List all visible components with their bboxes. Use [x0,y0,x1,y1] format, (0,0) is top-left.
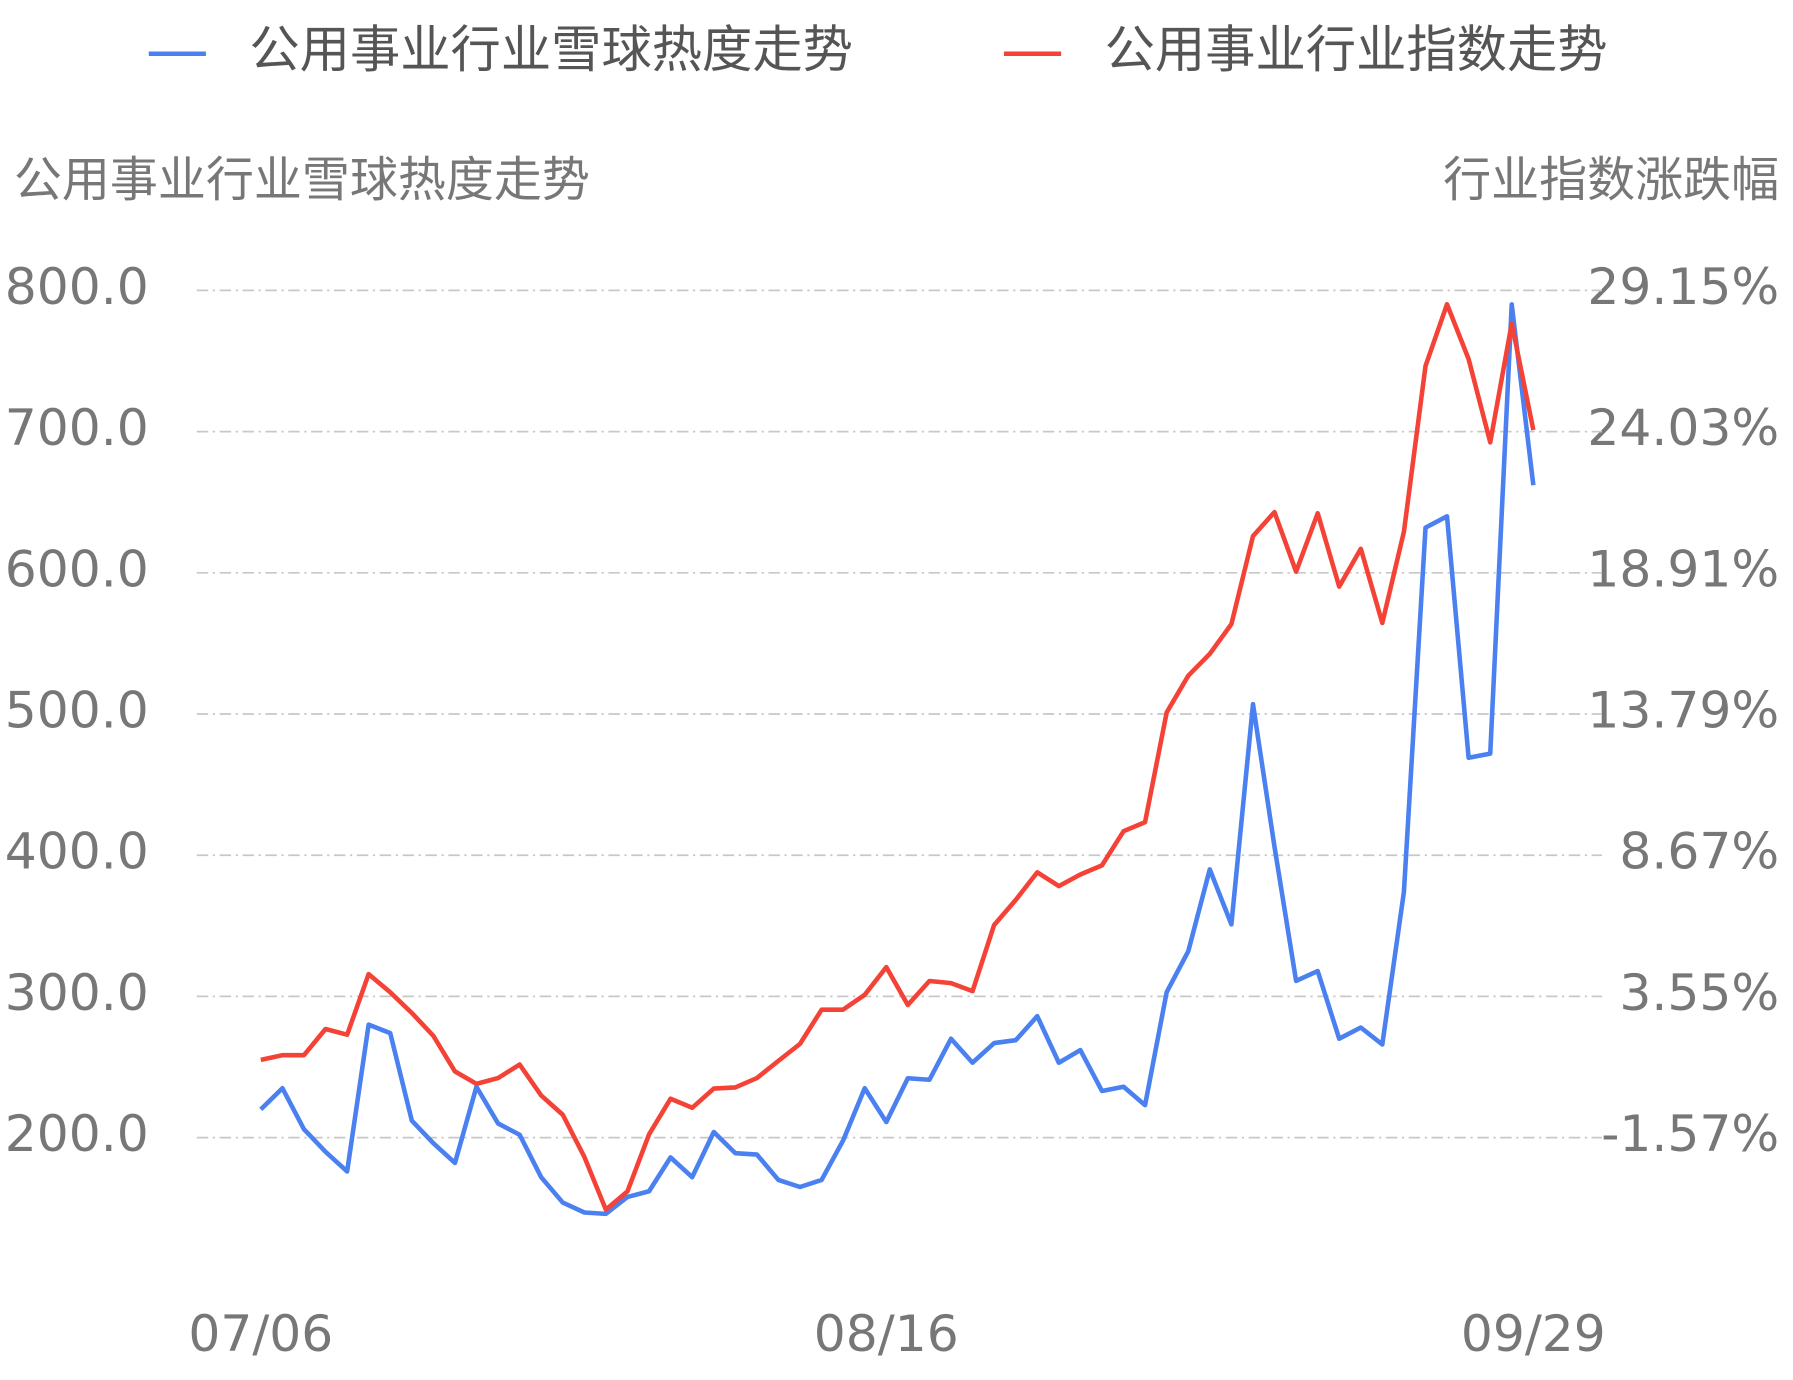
y2-tick-label: 8.67% [1619,822,1779,881]
y-tick-label: 200.0 [5,1104,149,1163]
y-tick-label: 400.0 [5,822,149,881]
x-tick-label: 07/06 [188,1304,333,1363]
y-tick-label: 700.0 [5,398,149,457]
legend-label: 公用事业行业雪球热度走势 [249,20,853,79]
y2-tick-label: 24.03% [1587,398,1779,457]
series-line [259,302,1536,1217]
y2-tick-label: 18.91% [1587,539,1779,598]
y-tick-label: 500.0 [5,681,149,740]
x-tick-label: 08/16 [814,1304,959,1363]
y-tick-label: 800.0 [5,257,149,316]
y2-tick-label: -1.57% [1601,1104,1779,1163]
series-line [260,301,1536,1212]
y2-tick-label: 3.55% [1619,963,1779,1022]
legend-label: 公用事业行业指数走势 [1105,20,1608,79]
y-tick-label: 300.0 [5,963,149,1022]
y2-tick-label: 29.15% [1587,257,1779,316]
y-tick-label: 600.0 [5,539,149,598]
x-tick-label: 09/29 [1461,1304,1606,1363]
y-axis-title: 公用事业行业雪球热度走势 [14,152,590,208]
y2-axis-title: 行业指数涨跌幅 [1443,152,1779,208]
y2-tick-label: 13.79% [1587,681,1779,740]
